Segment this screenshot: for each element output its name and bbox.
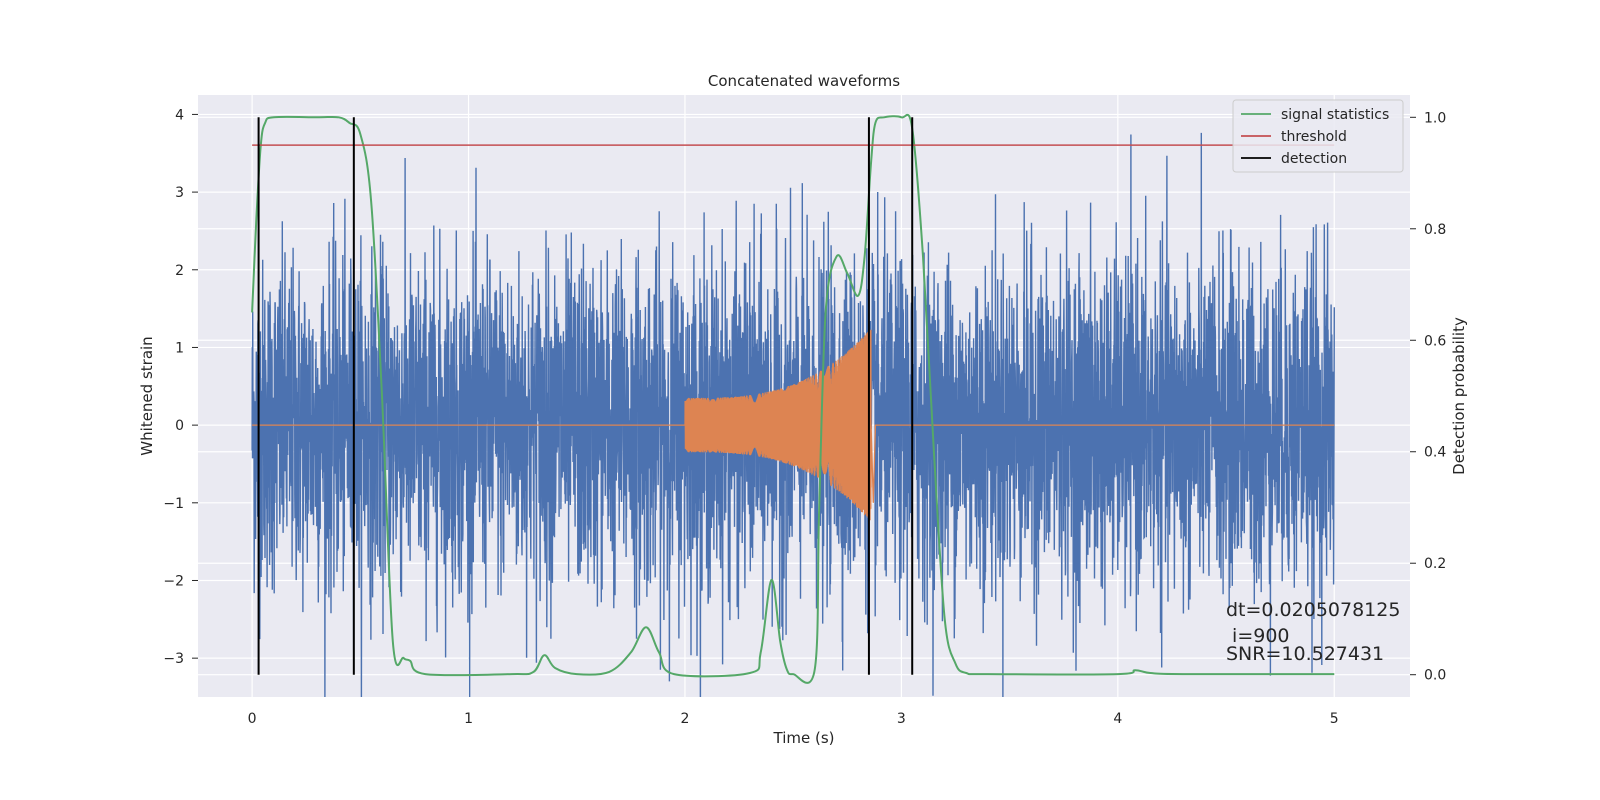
y-axis-left-ticks: −3 −2 −1 0 1 2 3 4 bbox=[163, 107, 198, 667]
x-axis-label: Time (s) bbox=[773, 729, 835, 747]
plot-contents bbox=[251, 113, 1335, 697]
annotation-index: i=900 bbox=[1226, 625, 1290, 647]
y2-tick-label: 0.2 bbox=[1424, 556, 1446, 572]
detection-markers bbox=[257, 117, 914, 675]
x-tick-label: 2 bbox=[681, 711, 690, 727]
annotation-snr: SNR=10.527431 bbox=[1226, 643, 1384, 665]
x-axis-ticks: 0 1 2 3 4 5 bbox=[248, 711, 1339, 727]
y2-tick-label: 0.4 bbox=[1424, 445, 1446, 461]
x-tick-label: 5 bbox=[1330, 711, 1339, 727]
y-tick-label: 4 bbox=[175, 107, 184, 123]
y-tick-label: −1 bbox=[163, 496, 184, 512]
y-axis-right-ticks: 0.0 0.2 0.4 0.6 0.8 1.0 bbox=[1410, 110, 1446, 684]
y-axis-left-label: Whitened strain bbox=[138, 336, 156, 455]
x-tick-label: 1 bbox=[464, 711, 473, 727]
x-tick-label: 4 bbox=[1113, 711, 1122, 727]
y-tick-label: −3 bbox=[163, 651, 184, 667]
legend-frame bbox=[1232, 99, 1404, 173]
y2-tick-label: 1.0 bbox=[1424, 110, 1446, 126]
y-tick-label: 0 bbox=[175, 418, 184, 434]
chart-title: Concatenated waveforms bbox=[708, 72, 900, 90]
legend: signal statistics threshold detection bbox=[1232, 99, 1404, 173]
x-tick-label: 0 bbox=[248, 711, 257, 727]
y-tick-label: 2 bbox=[175, 263, 184, 279]
y-tick-label: −2 bbox=[163, 573, 184, 589]
legend-entry-detection: detection bbox=[1281, 151, 1347, 167]
x-tick-label: 3 bbox=[897, 711, 906, 727]
y2-tick-label: 0.8 bbox=[1424, 222, 1446, 238]
y2-tick-label: 0.6 bbox=[1424, 333, 1446, 349]
series-signal-statistics-line bbox=[251, 113, 1335, 684]
y-tick-label: 1 bbox=[175, 340, 184, 356]
legend-entry-threshold: threshold bbox=[1281, 129, 1347, 145]
y-tick-label: 3 bbox=[175, 185, 184, 201]
y2-tick-label: 0.0 bbox=[1424, 668, 1446, 684]
series-injection-line bbox=[252, 329, 1335, 521]
legend-entry-signal-statistics: signal statistics bbox=[1281, 107, 1389, 123]
y-axis-right-label: Detection probability bbox=[1450, 317, 1468, 475]
annotation-dt: dt=0.0205078125 bbox=[1226, 599, 1400, 621]
